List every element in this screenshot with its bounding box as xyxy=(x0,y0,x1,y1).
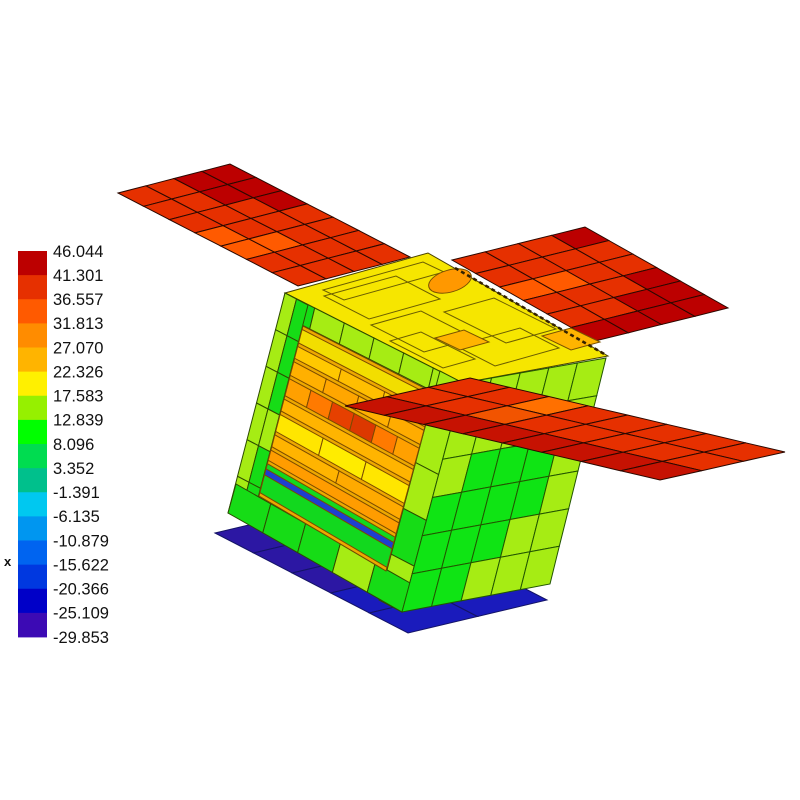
legend-tick-label: 36.557 xyxy=(53,291,103,309)
hinge-line xyxy=(454,266,607,357)
legend-color-band xyxy=(18,299,47,324)
satellite-thermal-model xyxy=(116,163,786,634)
legend-color-band xyxy=(18,347,47,373)
legend-tick-label: -20.366 xyxy=(53,581,109,599)
element-cell xyxy=(354,243,412,265)
frame-bottom-rail xyxy=(227,483,411,613)
legend-tick-label: 12.839 xyxy=(53,412,103,430)
element-cell xyxy=(669,293,730,317)
top-face-warm-patch xyxy=(433,329,491,351)
legend-tick-label: -10.879 xyxy=(53,532,109,550)
top-face-component-outline xyxy=(322,275,442,320)
legend-color-band xyxy=(18,540,47,566)
board-cell xyxy=(280,398,414,483)
legend-color-band xyxy=(18,564,47,590)
solar-wing-lower-right xyxy=(344,377,786,481)
legend-color-band xyxy=(18,251,47,276)
legend-tick-label: -25.109 xyxy=(53,605,109,623)
legend-color-band xyxy=(18,371,47,397)
legend-color-band xyxy=(18,468,47,493)
legend-tick-label: -6.135 xyxy=(53,508,100,526)
board-cell xyxy=(392,435,420,467)
internal-board-stack xyxy=(259,328,434,569)
legend-tick-label: 46.044 xyxy=(53,243,103,261)
legend-color-band xyxy=(18,444,47,469)
element-cell xyxy=(519,545,560,591)
temperature-legend: 46.044 41.301 36.557 31.813 27.070 22.326 17.5… xyxy=(4,243,109,647)
board-cell xyxy=(360,461,410,505)
legend-color-band xyxy=(18,323,47,348)
board-cell xyxy=(335,470,404,521)
legend-tick-label: 31.813 xyxy=(53,315,103,333)
legend-tick-label: 22.326 xyxy=(53,363,103,381)
legend-tick-label: -29.853 xyxy=(53,629,109,647)
legend-color-band xyxy=(18,588,47,614)
top-face-component-outline xyxy=(388,331,477,369)
top-face-component-outline xyxy=(454,327,561,367)
legend-tick-label: 41.301 xyxy=(53,267,103,285)
legend-tick-label: 17.583 xyxy=(53,388,103,406)
legend-tick-label: 8.096 xyxy=(53,436,94,454)
solar-wing-upper-right xyxy=(450,226,730,342)
legend-color-band xyxy=(18,419,47,445)
board-cell xyxy=(263,468,395,550)
top-face-warm-patch xyxy=(540,327,602,351)
legend-color-band xyxy=(18,275,47,300)
legend-color-band xyxy=(18,516,47,541)
legend-tick-label: 27.070 xyxy=(53,339,103,357)
solar-wing-upper-left xyxy=(116,163,412,287)
element-cell xyxy=(620,460,702,481)
board-cell xyxy=(387,412,425,446)
axis-x-marker: x xyxy=(4,554,12,569)
legend-color-band xyxy=(18,492,47,517)
legend-tick-label: -1.391 xyxy=(53,484,100,502)
board-cell xyxy=(267,449,400,535)
legend-color-band xyxy=(18,395,47,421)
top-face-component-outline xyxy=(442,297,558,344)
legend-color-band xyxy=(18,612,47,638)
legend-tick-label: -15.622 xyxy=(53,556,109,574)
legend-tick-label: 3.352 xyxy=(53,460,94,478)
antenna-ellipse xyxy=(428,268,472,294)
